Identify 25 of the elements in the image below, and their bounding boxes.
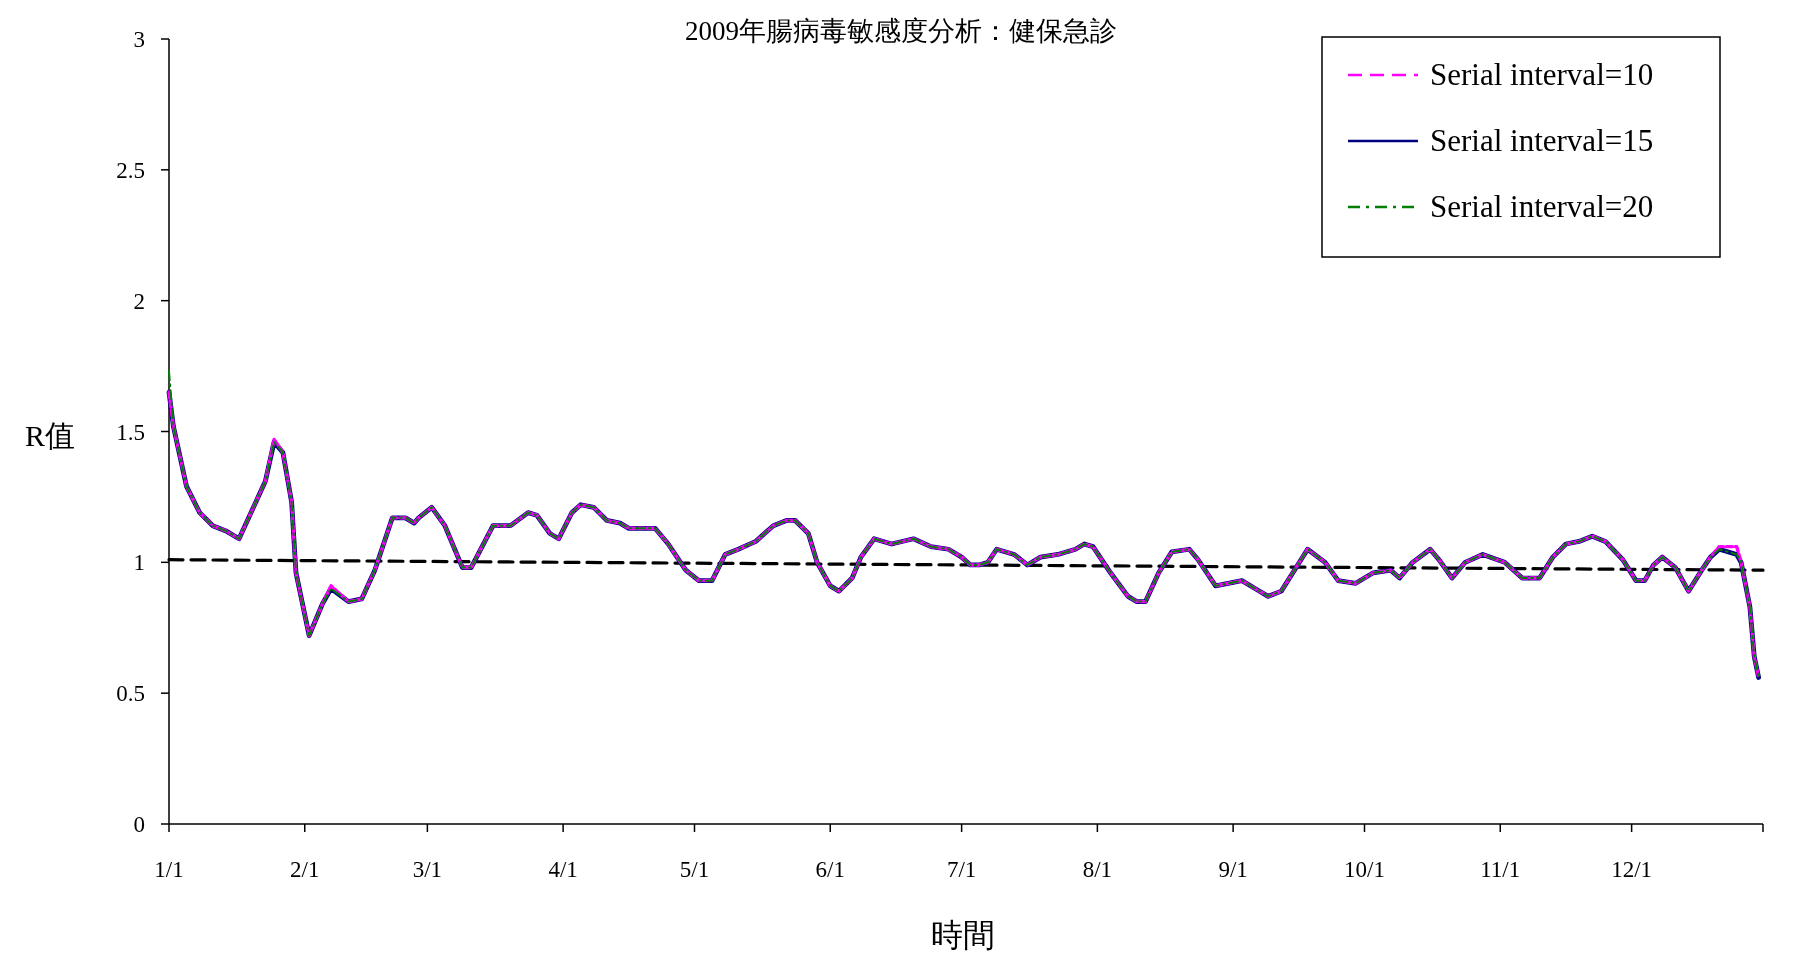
y-tick-label: 0	[133, 812, 145, 837]
x-tick-label: 12/1	[1611, 857, 1653, 882]
y-tick-label: 2	[133, 288, 145, 314]
x-tick-label: 2/1	[290, 857, 320, 882]
y-axis-title: R值	[24, 419, 76, 452]
y-tick-label: 3	[133, 27, 145, 52]
y-tick-label: 2.5	[116, 157, 145, 183]
x-tick-label: 11/1	[1480, 857, 1521, 882]
chart-title: 2009年腸病毒敏感度分析：健保急診	[685, 16, 1117, 46]
x-tick-label: 6/1	[815, 857, 845, 882]
legend-label: Serial interval=15	[1430, 123, 1654, 158]
x-tick-label: 9/1	[1218, 857, 1248, 882]
x-tick-label: 10/1	[1344, 857, 1385, 882]
x-tick-label: 3/1	[412, 857, 443, 882]
y-tick-label: 0.5	[116, 681, 145, 707]
x-tick-label: 5/1	[679, 857, 710, 882]
legend-label: Serial interval=20	[1430, 189, 1654, 224]
x-tick-label: 4/1	[548, 857, 578, 882]
y-tick-label: 1	[133, 550, 145, 576]
legend-label: Serial interval=10	[1430, 57, 1654, 92]
y-tick-label: 1.5	[116, 419, 145, 445]
x-tick-label: 8/1	[1082, 857, 1113, 882]
x-tick-label: 7/1	[946, 857, 977, 882]
x-axis-title: 時間	[931, 917, 995, 953]
x-tick-label: 1/1	[154, 857, 184, 882]
